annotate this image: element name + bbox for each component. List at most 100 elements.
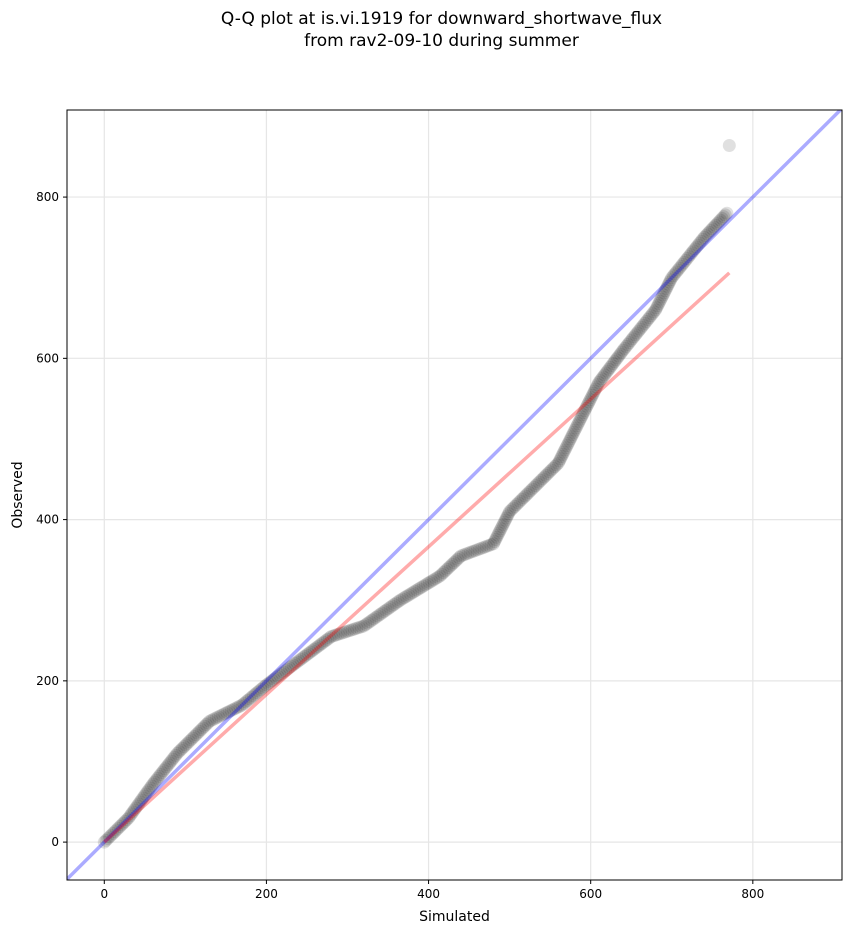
data-point [682, 250, 696, 264]
data-point [619, 339, 633, 353]
data-point [653, 294, 667, 308]
data-point [298, 649, 312, 663]
data-point [644, 309, 658, 323]
data-point [612, 349, 626, 363]
data-point [261, 676, 275, 690]
data-point [571, 417, 585, 431]
data-point [192, 724, 206, 738]
data-point [259, 678, 273, 692]
data-point [598, 368, 612, 382]
data-point [203, 714, 217, 728]
data-point [577, 406, 591, 420]
data-point [669, 265, 683, 279]
x-axis-label: Simulated [419, 909, 490, 925]
data-point [710, 217, 724, 231]
data-point [361, 616, 375, 630]
data-point [502, 507, 516, 521]
data-point [97, 835, 111, 849]
data-point [336, 626, 350, 640]
data-point [541, 467, 555, 481]
data-point [160, 760, 174, 774]
data-point [693, 236, 707, 250]
data-point [155, 766, 169, 780]
data-point [456, 548, 470, 562]
data-point [717, 210, 731, 224]
data-point [664, 273, 678, 287]
data-point [517, 491, 531, 505]
data-point [668, 267, 682, 281]
data-point [129, 801, 143, 815]
data-point [543, 465, 557, 479]
data-point [343, 624, 357, 638]
data-point [450, 552, 464, 566]
data-point [705, 222, 719, 236]
data-point [470, 543, 484, 557]
data-point [340, 624, 354, 638]
data-point [435, 567, 449, 581]
data-point [494, 522, 508, 536]
data-point [104, 828, 118, 842]
data-point [288, 657, 302, 671]
data-point [621, 338, 635, 352]
data-point [659, 281, 673, 295]
data-point [530, 477, 544, 491]
data-point [700, 227, 714, 241]
data-point [123, 809, 137, 823]
data-point [169, 748, 183, 762]
data-point [527, 480, 541, 494]
data-point [120, 813, 134, 827]
data-point [256, 681, 270, 695]
data-point [241, 693, 255, 707]
data-point [196, 721, 210, 735]
title-line-2: from rav2-09-10 during summer [304, 31, 579, 51]
data-point [694, 234, 708, 248]
data-point [499, 511, 513, 525]
data-point [493, 524, 507, 538]
data-point [677, 255, 691, 269]
data-point [391, 595, 405, 609]
data-point [385, 599, 399, 613]
data-point [357, 619, 371, 633]
data-point [399, 589, 413, 603]
data-point [638, 316, 652, 330]
data-point [139, 787, 153, 801]
data-point [584, 391, 598, 405]
data-point [377, 605, 391, 619]
data-point [158, 762, 172, 776]
data-point [174, 743, 188, 757]
data-point [600, 364, 614, 378]
data-point [404, 587, 418, 601]
data-point [134, 793, 148, 807]
data-point [282, 661, 296, 675]
data-point [536, 472, 550, 486]
data-point [331, 627, 345, 641]
data-point [632, 324, 646, 338]
data-point [688, 242, 702, 256]
data-point [115, 818, 129, 832]
data-point [495, 520, 509, 534]
data-point [207, 712, 221, 726]
data-point [433, 569, 447, 583]
x-tick-label: 400 [417, 887, 440, 901]
data-point [213, 709, 227, 723]
data-point [649, 303, 663, 317]
data-point [686, 244, 700, 258]
data-point [418, 578, 432, 592]
data-point [565, 430, 579, 444]
data-point [363, 615, 377, 629]
data-point [397, 591, 411, 605]
data-point [99, 833, 113, 847]
data-point [555, 450, 569, 464]
data-point [250, 686, 264, 700]
data-point [154, 767, 168, 781]
one-to-one-line [67, 110, 842, 880]
data-point [354, 620, 368, 634]
data-point [603, 360, 617, 374]
data-point [546, 461, 560, 475]
data-point [383, 600, 397, 614]
data-point [576, 408, 590, 422]
data-point [539, 468, 553, 482]
data-point [369, 610, 383, 624]
data-point [317, 635, 331, 649]
data-point [628, 328, 642, 342]
